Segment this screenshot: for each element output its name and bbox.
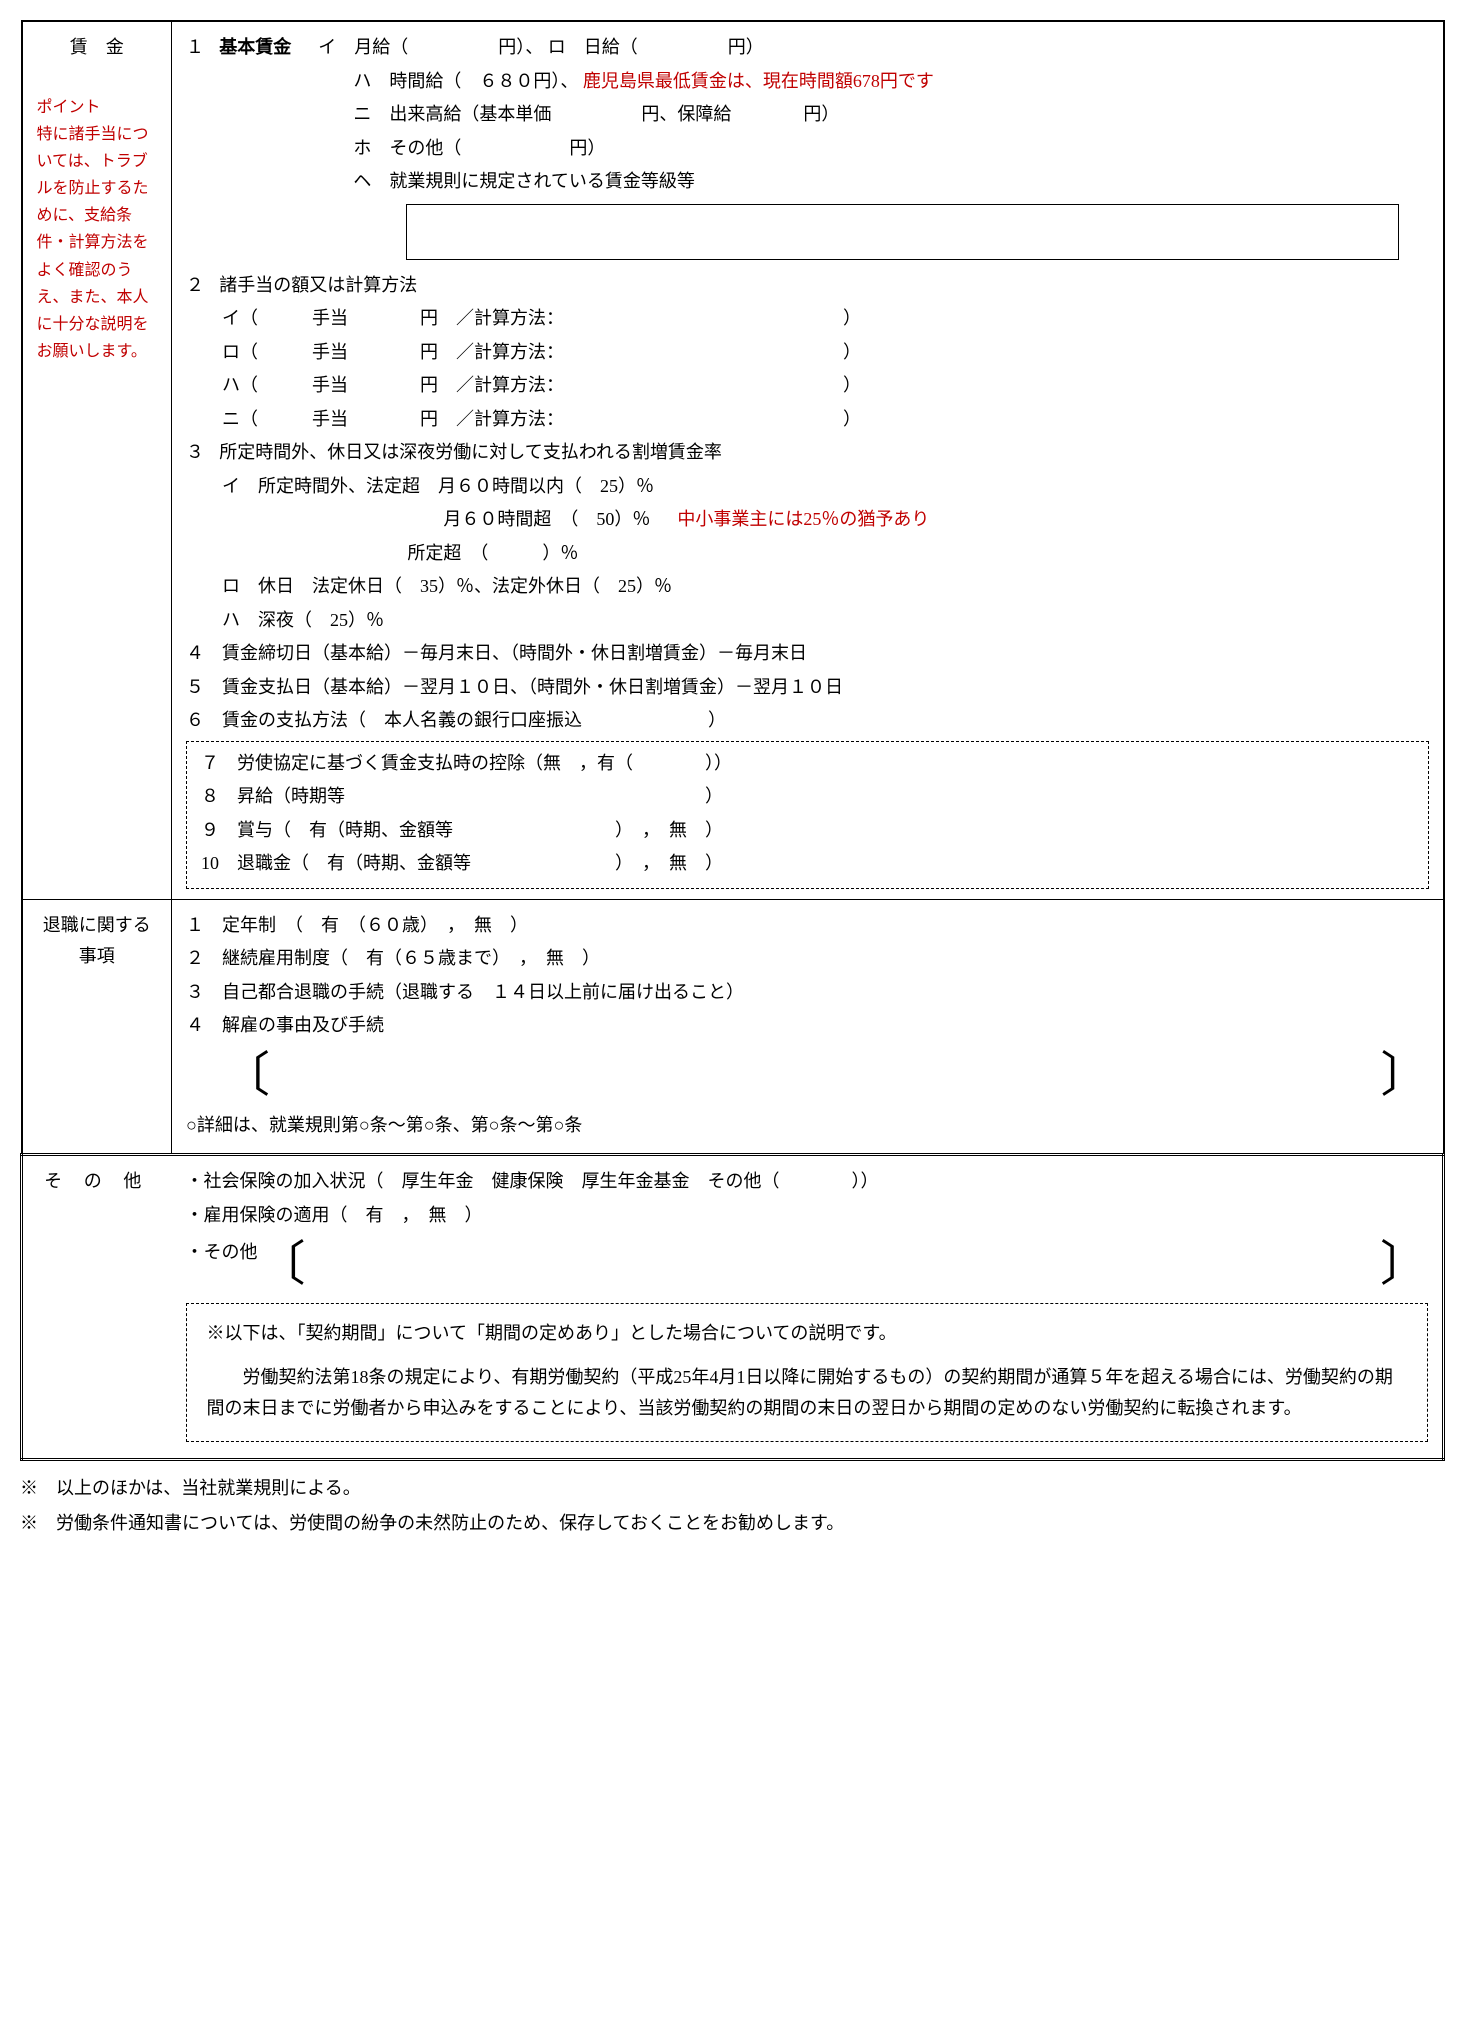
- retire-4: ４ 解雇の事由及び手続: [186, 1010, 1429, 1042]
- other-bracket-right: 〕: [1380, 1237, 1428, 1293]
- wage-1-ha-red: 鹿児島県最低賃金は、現在時間額678円です: [583, 71, 934, 91]
- retire-1: １ 定年制 （ 有 （６０歳） ， 無 ）: [186, 910, 1429, 942]
- wage-2-ha: ハ（ 手当 円 ／計算方法： ）: [186, 370, 1429, 402]
- wage-3-ha: ハ 深夜（ 25）％: [186, 605, 1429, 637]
- wage-10: 10 退職金（ 有（時期、金額等 ） ， 無 ）: [201, 848, 1414, 880]
- other-bracket-mid: [306, 1237, 1380, 1293]
- main-table: 賃 金 ポイント特に諸手当については、トラブルを防止するために、支給条件・計算方…: [20, 20, 1445, 1461]
- wage-1-ni: ニ 出来高給（基本単価 円、保障給 円）: [186, 99, 1429, 131]
- other-bracket-left: 〔: [258, 1237, 306, 1293]
- wage-3-i-b-red: 中小事業主には25％の猶予あり: [677, 509, 929, 529]
- wage-6: ６ 賃金の支払方法（ 本人名義の銀行口座振込 ）: [186, 705, 1429, 737]
- content-other: ・社会保険の加入状況（ 厚生年金 健康保険 厚生年金基金 その他（ ）） ・雇用…: [172, 1155, 1444, 1460]
- retire-3: ３ 自己都合退職の手続（退職する １４日以上前に届け出ること）: [186, 977, 1429, 1009]
- wage-1-ha-row: ハ 時間給（ ６８０円）、 鹿児島県最低賃金は、現在時間額678円です: [186, 66, 1429, 98]
- label-wage: 賃 金 ポイント特に諸手当については、トラブルを防止するために、支給条件・計算方…: [22, 21, 172, 899]
- wage-1-ho: ホ その他（ 円）: [186, 133, 1429, 165]
- label-other: その他: [22, 1155, 172, 1460]
- footnote-1: ※ 以上のほかは、当社就業規則による。: [20, 1473, 1445, 1505]
- wage-5: ５ 賃金支払日（基本給）－翌月１０日、（時間外・休日割増賃金）－翌月１０日: [186, 672, 1429, 704]
- document: 賃 金 ポイント特に諸手当については、トラブルを防止するために、支給条件・計算方…: [20, 20, 1445, 1540]
- wage-2-ni: ニ（ 手当 円 ／計算方法： ）: [186, 404, 1429, 436]
- other-dashed-box: ※以下は、「契約期間」について「期間の定めあり」とした場合についての説明です。 …: [186, 1303, 1429, 1442]
- bracket-right: 〕: [1380, 1048, 1428, 1104]
- label-retire: 退職に関する事項: [22, 899, 172, 1155]
- other-box-body: 労働契約法第18条の規定により、有期労働契約（平成25年4月1日以降に開始するも…: [207, 1362, 1408, 1425]
- footnotes: ※ 以上のほかは、当社就業規則による。 ※ 労働条件通知書については、労使間の紛…: [20, 1473, 1445, 1540]
- wage-3-num: ３: [186, 437, 215, 469]
- wage-9: ９ 賞与（ 有（時期、金額等 ） ， 無 ）: [201, 815, 1414, 847]
- other-1: ・社会保険の加入状況（ 厚生年金 健康保険 厚生年金基金 その他（ ））: [186, 1166, 1429, 1198]
- wage-8: ８ 昇給（時期等 ）: [201, 781, 1414, 813]
- content-retire: １ 定年制 （ 有 （６０歳） ， 無 ） ２ 継続雇用制度（ 有（６５歳まで）…: [172, 899, 1444, 1155]
- retire-bracket: 〔 〕: [222, 1048, 1429, 1104]
- wage-1-he: ヘ 就業規則に規定されている賃金等級等: [186, 166, 1429, 198]
- other-2: ・雇用保険の適用（ 有 ， 無 ）: [186, 1200, 1429, 1232]
- wage-1: １ 基本賃金 イ 月給（ 円）、 ロ 日給（ 円）: [186, 32, 1429, 64]
- wage-3-i-b: 月６０時間超 （ 50）％: [443, 509, 650, 529]
- wage-1-i: イ 月給（ 円）、: [318, 37, 543, 57]
- wage-3-i-a: イ 所定時間外、法定超 月６０時間以内（ 25）％: [186, 471, 1429, 503]
- wage-3-i-c: 所定超 （ ）％: [186, 538, 1429, 570]
- wage-4: ４ 賃金締切日（基本給）－毎月末日、（時間外・休日割増賃金）－毎月末日: [186, 638, 1429, 670]
- wage-1-ha: ハ 時間給（ ６８０円）、: [353, 71, 578, 91]
- content-wage: １ 基本賃金 イ 月給（ 円）、 ロ 日給（ 円） ハ 時間給（ ６８０円）、 …: [172, 21, 1444, 899]
- retire-2: ２ 継続雇用制度（ 有（６５歳まで） ， 無 ）: [186, 943, 1429, 975]
- wage-grade-box: [406, 204, 1399, 260]
- wage-1-title: 基本賃金: [219, 37, 291, 57]
- footnote-2: ※ 労働条件通知書については、労使間の紛争の未然防止のため、保存しておくことをお…: [20, 1508, 1445, 1540]
- wage-dashed-box: ７ 労使協定に基づく賃金支払時の控除（無 ，有（ ）） ８ 昇給（時期等 ） ９…: [186, 741, 1429, 889]
- wage-2-i: イ（ 手当 円 ／計算方法： ）: [186, 303, 1429, 335]
- row-other: その他 ・社会保険の加入状況（ 厚生年金 健康保険 厚生年金基金 その他（ ））…: [22, 1155, 1444, 1460]
- wage-7: ７ 労使協定に基づく賃金支払時の控除（無 ，有（ ））: [201, 748, 1414, 780]
- row-retire: 退職に関する事項 １ 定年制 （ 有 （６０歳） ， 無 ） ２ 継続雇用制度（…: [22, 899, 1444, 1155]
- other-box-head: ※以下は、「契約期間」について「期間の定めあり」とした場合についての説明です。: [207, 1318, 1408, 1350]
- label-retire-text: 退職に関する事項: [43, 915, 151, 967]
- label-other-text: その: [44, 1171, 123, 1191]
- wage-3-title: 所定時間外、休日又は深夜労働に対して支払われる割増賃金率: [219, 442, 722, 462]
- wage-1-num: １: [186, 32, 215, 64]
- wage-2-num: ２: [186, 270, 215, 302]
- wage-2-title: 諸手当の額又は計算方法: [219, 275, 417, 295]
- wage-1-ro: ロ 日給（ 円）: [548, 37, 764, 57]
- wage-3-ro: ロ 休日 法定休日（ 35）％、法定外休日（ 25）％: [186, 571, 1429, 603]
- wage-side-note: ポイント特に諸手当については、トラブルを防止するために、支給条件・計算方法をよく…: [37, 94, 158, 366]
- retire-5: ○詳細は、就業規則第○条～第○条、第○条～第○条: [186, 1110, 1429, 1142]
- wage-3: ３ 所定時間外、休日又は深夜労働に対して支払われる割増賃金率: [186, 437, 1429, 469]
- wage-3-i-b-row: 月６０時間超 （ 50）％ 中小事業主には25％の猶予あり: [186, 504, 1429, 536]
- wage-2-ro: ロ（ 手当 円 ／計算方法： ）: [186, 337, 1429, 369]
- bracket-mid: [270, 1048, 1380, 1104]
- row-wage: 賃 金 ポイント特に諸手当については、トラブルを防止するために、支給条件・計算方…: [22, 21, 1444, 899]
- label-wage-text: 賃 金: [37, 32, 158, 64]
- other-3: ・その他: [186, 1237, 258, 1269]
- other-3-row: ・その他 〔 〕: [186, 1237, 1429, 1293]
- wage-2: ２ 諸手当の額又は計算方法: [186, 270, 1429, 302]
- bracket-left: 〔: [222, 1048, 270, 1104]
